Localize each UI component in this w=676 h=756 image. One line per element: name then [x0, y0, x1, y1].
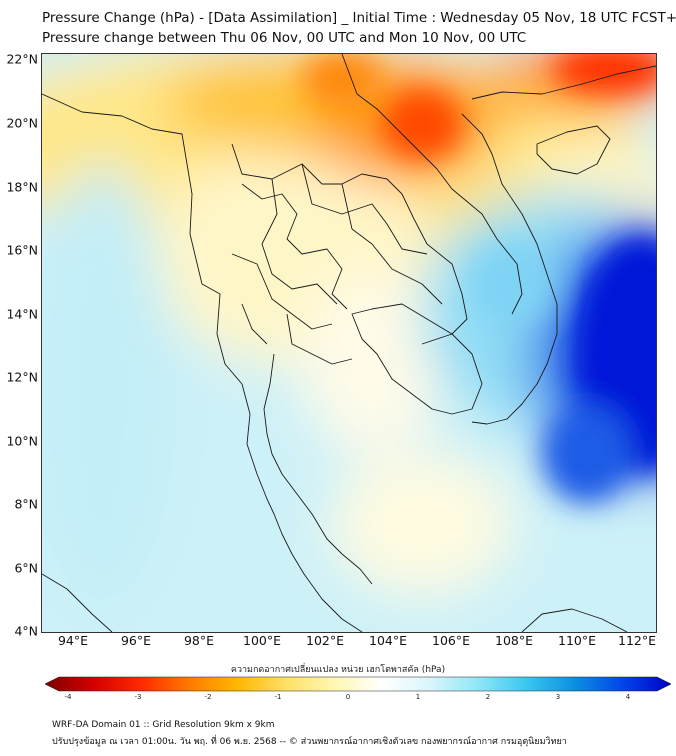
lon-label-98: 98°E	[183, 633, 215, 648]
footer-update-info: ปรับปรุงข้อมูล ณ เวลา 01:00น. วัน พฤ. ที…	[52, 737, 567, 747]
lon-label-94: 94°E	[57, 633, 89, 648]
lat-label-18: 18°N	[6, 179, 38, 195]
lat-label-6: 6°N	[14, 560, 38, 576]
colorbar-tick: -4	[64, 693, 72, 701]
lat-label-22: 22°N	[6, 51, 38, 67]
colorbar-tick: 0	[345, 693, 351, 701]
lon-label-110: 110°E	[557, 633, 597, 648]
lon-label-106: 106°E	[431, 633, 471, 648]
lat-label-8: 8°N	[14, 496, 38, 512]
lon-label-104: 104°E	[368, 633, 408, 648]
pressure-change-map	[41, 53, 657, 633]
colorbar-tick: -1	[274, 693, 282, 701]
colorbar-body	[45, 676, 671, 692]
country-borders	[42, 54, 656, 632]
lon-label-112: 112°E	[617, 633, 657, 648]
lon-label-102: 102°E	[305, 633, 345, 648]
colorbar-tick: 4	[625, 693, 631, 701]
footer-model-info: WRF-DA Domain 01 :: Grid Resolution 9km …	[52, 720, 275, 730]
colorbar-tick: -3	[134, 693, 142, 701]
pressure-field	[42, 54, 656, 632]
lat-label-12: 12°N	[6, 369, 38, 385]
colorbar	[45, 676, 671, 692]
lon-label-108: 108°E	[494, 633, 534, 648]
lat-label-20: 20°N	[6, 115, 38, 131]
colorbar-tick: -2	[204, 693, 212, 701]
colorbar-tick: 1	[415, 693, 421, 701]
lon-label-100: 100°E	[242, 633, 282, 648]
lon-label-96: 96°E	[120, 633, 152, 648]
map-title: Pressure Change (hPa) - [Data Assimilati…	[42, 10, 676, 26]
lat-label-4: 4°N	[14, 623, 38, 639]
colorbar-tick: 3	[555, 693, 561, 701]
lat-label-16: 16°N	[6, 242, 38, 258]
map-subtitle: Pressure change between Thu 06 Nov, 00 U…	[42, 30, 527, 46]
colorbar-title: ความกดอากาศเปลี่ยนแปลง หน่วย เฮกโตพาสคัล…	[230, 665, 446, 675]
pressure-cores	[302, 54, 656, 504]
lat-label-14: 14°N	[6, 306, 38, 322]
colorbar-tick: 2	[485, 693, 491, 701]
lat-label-10: 10°N	[6, 433, 38, 449]
